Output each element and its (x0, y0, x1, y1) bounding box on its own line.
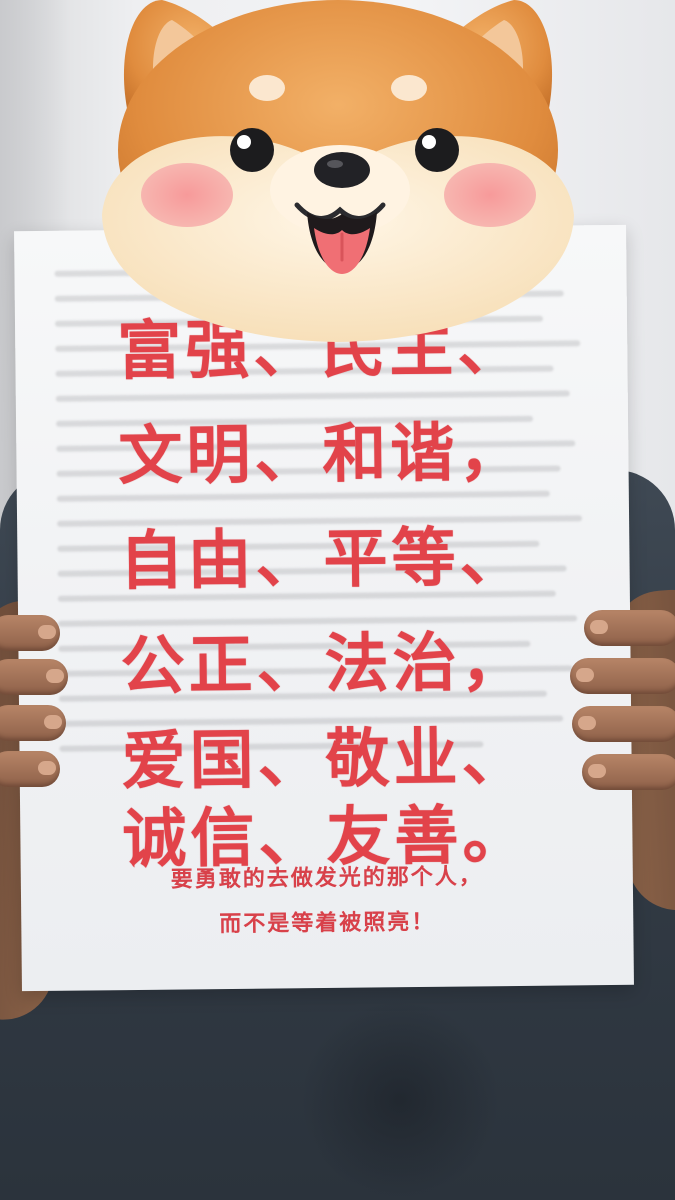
sub-line-1: 要勇敢的去做发光的那个人， (170, 863, 483, 893)
right-hand (562, 600, 675, 840)
sub-line-2: 而不是等着被照亮！ (219, 908, 436, 938)
shirt-fold (300, 1000, 500, 1200)
slogan-line-2: 文明、和谐， (118, 415, 527, 495)
left-hand (0, 615, 80, 835)
slogan-line-3: 自由、平等、 (119, 520, 528, 600)
shiba-dog-face-icon (102, 0, 574, 342)
slogan-line-4: 公正、法治， (120, 625, 529, 705)
